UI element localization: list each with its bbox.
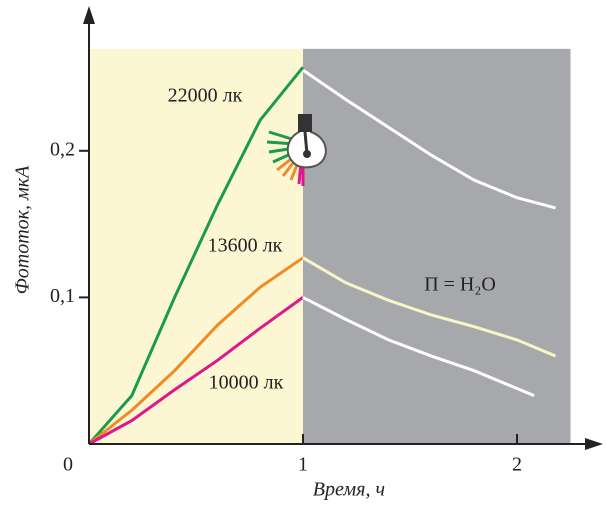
series-line (88, 256, 304, 446)
series-label: 13600 лк (208, 235, 283, 257)
region (89, 48, 303, 445)
series-line (302, 68, 556, 210)
series-label: 10000 лк (209, 372, 284, 394)
y-axis-label: Фототок, мкА (12, 165, 34, 294)
x-axis-label: Время, ч (313, 479, 385, 501)
x-tick-label: 0 (63, 454, 73, 476)
y-tick-label: 0,2 (50, 138, 75, 160)
bulb-icon (266, 114, 327, 186)
y-axis-arrow (83, 6, 95, 24)
series-line (302, 296, 535, 398)
x-axis-arrow (585, 438, 603, 450)
series-label: 22000 лк (168, 85, 243, 107)
x-tick-label: 1 (298, 454, 308, 476)
series-line (87, 66, 305, 445)
annotation: П = H₂O (424, 274, 496, 296)
region (303, 48, 571, 445)
series-line (88, 296, 304, 446)
y-tick-label: 0,1 (50, 285, 75, 307)
series-line (302, 256, 557, 358)
x-tick-label: 2 (512, 454, 522, 476)
